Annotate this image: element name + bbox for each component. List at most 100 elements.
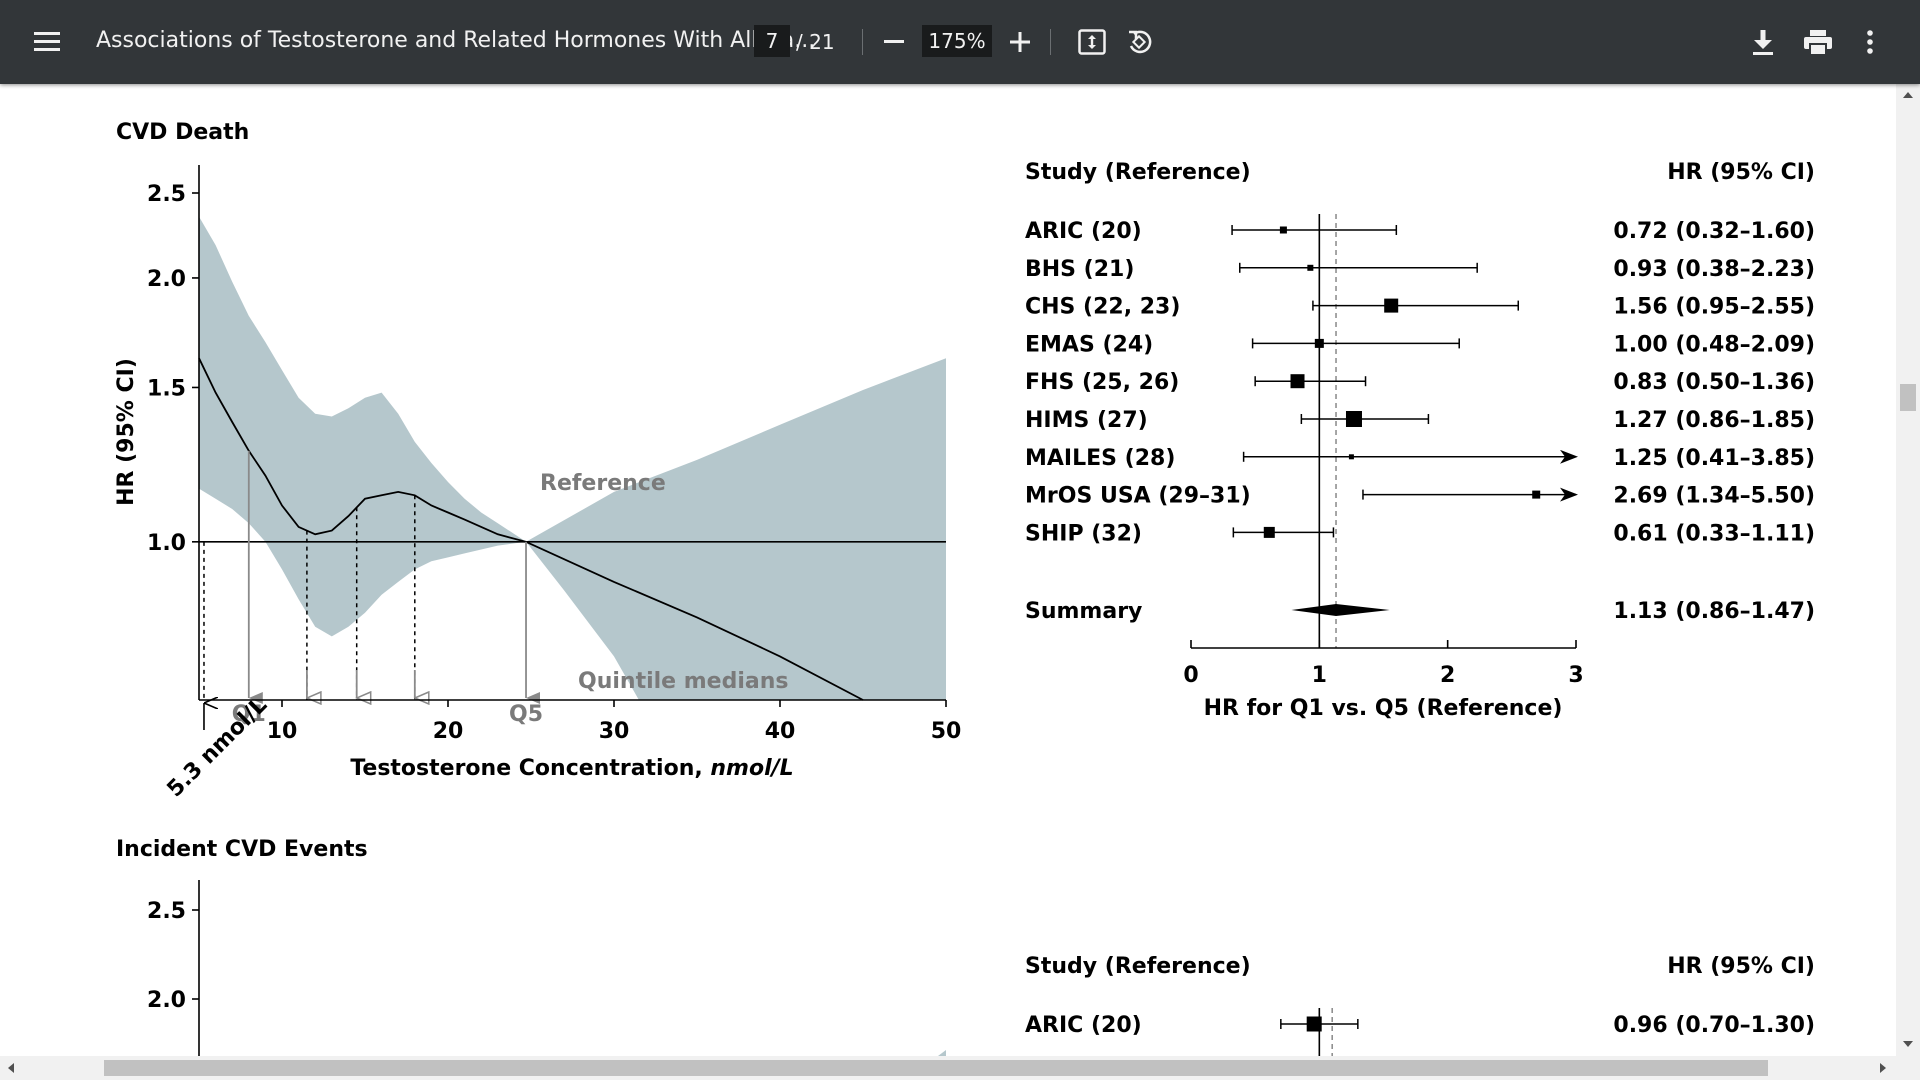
y-tick-label: 1.5 (147, 376, 186, 401)
forest-header-study: Study (Reference) (1025, 160, 1251, 185)
forest-header-hr: HR (95% CI) (1667, 954, 1815, 979)
document-title: Associations of Testosterone and Related… (96, 28, 816, 53)
zoom-level-input[interactable]: 175% (922, 25, 992, 57)
page-number-input[interactable]: 7 (754, 25, 790, 57)
y-axis-ticks: 1.0 1.5 2.0 2.5 (147, 182, 199, 556)
forest-study-hr-text: 0.93 (0.38–2.23) (1613, 257, 1815, 282)
forest-study-hr-text: 1.00 (0.48–2.09) (1613, 332, 1815, 357)
x-tick-label: 40 (765, 719, 796, 744)
forest-study-name: SHIP (32) (1025, 521, 1142, 546)
vertical-scrollbar-graphics (1900, 92, 1916, 1047)
forest-point-estimate (1290, 374, 1305, 389)
forest-summary-hr-text: 1.13 (0.86–1.47) (1613, 599, 1815, 624)
forest-study-name: ARIC (20) (1025, 1013, 1142, 1038)
x-tick-label: 30 (599, 719, 630, 744)
forest-x-tick-label: 0 (1183, 663, 1198, 688)
forest-study-hr-text: 1.25 (0.41–3.85) (1613, 446, 1815, 471)
zoom-out-icon[interactable] (884, 40, 904, 44)
reference-label: Reference (540, 471, 666, 496)
forest-point-estimate (1307, 264, 1314, 271)
y-axis-label: HR (95% CI) (114, 358, 139, 506)
threshold-label: 5.3 nmol/L (163, 693, 273, 803)
toolbar-divider (862, 29, 863, 55)
incident-cvd-forest-plot: Study (Reference) HR (95% CI) ARIC (20) 0.9… (1025, 954, 1815, 1056)
quintile-dashed-lines (203, 495, 416, 700)
forest-study-hr-text: 2.69 (1.34–5.50) (1613, 484, 1815, 509)
x-tick-label: 50 (931, 719, 962, 744)
x-axis-label: Testosterone Concentration, nmol/L (350, 756, 793, 781)
forest-study-name: HIMS (27) (1025, 408, 1148, 433)
hr-curve (198, 357, 864, 701)
quintile-median-arrows (247, 450, 541, 698)
scroll-up-arrow-icon[interactable] (1903, 92, 1913, 98)
forest-header-hr: HR (95% CI) (1667, 160, 1815, 185)
panel-title-cvd-death: CVD Death (116, 120, 249, 145)
rotate-icon[interactable] (1126, 28, 1154, 56)
pdf-toolbar: Associations of Testosterone and Related… (0, 0, 1920, 84)
incident-cvd-spline-chart: 2.0 2.5 (147, 880, 946, 1056)
horizontal-scrollbar-graphics (8, 1060, 1886, 1076)
forest-study-name: FHS (25, 26) (1025, 370, 1179, 395)
print-icon[interactable] (1804, 30, 1832, 56)
forest-point-estimate (1345, 411, 1362, 427)
fit-page-icon[interactable] (1078, 29, 1106, 55)
x-axis-ticks: 10 20 30 40 50 (267, 700, 962, 744)
forest-point-estimate (1263, 526, 1275, 538)
forest-study-name: CHS (22, 23) (1025, 295, 1180, 320)
forest-study-name: ARIC (20) (1025, 219, 1142, 244)
y-tick-label: 2.5 (147, 899, 186, 924)
y-tick-label: 1.0 (147, 531, 186, 556)
vertical-scrollbar[interactable] (1896, 84, 1920, 1056)
forest-study-hr-text: 1.27 (0.86–1.85) (1613, 408, 1815, 433)
forest-study-hr-text: 0.61 (0.33–1.11) (1613, 521, 1815, 546)
panel-title-incident-cvd: Incident CVD Events (116, 837, 368, 862)
forest-study-hr-text: 0.72 (0.32–1.60) (1613, 219, 1815, 244)
forest-study-hr-text: 1.56 (0.95–2.55) (1613, 295, 1815, 320)
forest-summary-label: Summary (1025, 599, 1142, 624)
forest-point-estimate (1314, 338, 1324, 348)
forest-x-tick-label: 2 (1440, 663, 1455, 688)
more-vert-icon[interactable] (1866, 30, 1874, 54)
forest-header-study: Study (Reference) (1025, 954, 1251, 979)
forest-study-hr-text: 0.83 (0.50–1.36) (1613, 370, 1815, 395)
x-axis-label-unit: nmol/L (710, 756, 793, 781)
forest-study-hr-text: 0.96 (0.70–1.30) (1613, 1013, 1815, 1038)
scroll-down-arrow-icon[interactable] (1903, 1041, 1913, 1047)
quintile-medians-label: Quintile medians (578, 669, 788, 694)
forest-point-estimate (1306, 1016, 1322, 1032)
forest-study-name: BHS (21) (1025, 257, 1134, 282)
forest-study-name: MrOS USA (29–31) (1025, 484, 1251, 509)
cvd-death-spline-chart: 1.0 1.5 2.0 2.5 10 20 30 40 50 HR (95% CI) Test… (114, 165, 961, 802)
forest-point-estimate (1279, 226, 1287, 234)
cvd-death-forest-plot: Study (Reference) HR (95% CI) ARIC (20) 0.7… (1025, 160, 1815, 721)
q1-label: Q1 (232, 702, 266, 727)
x-tick-label: 20 (433, 719, 464, 744)
horizontal-scroll-thumb[interactable] (104, 1060, 1768, 1076)
scroll-right-arrow-icon[interactable] (1880, 1063, 1886, 1073)
forest-summary-diamond (1291, 604, 1390, 616)
y-tick-label: 2.0 (147, 267, 186, 292)
forest-point-estimate (1532, 490, 1541, 499)
forest-point-estimate (1384, 298, 1399, 313)
forest-study-name: MAILES (28) (1025, 446, 1175, 471)
q5-label: Q5 (509, 702, 543, 727)
x-axis-label-main: Testosterone Concentration, (350, 756, 710, 781)
forest-x-axis-label: HR for Q1 vs. Q5 (Reference) (1204, 696, 1563, 721)
horizontal-scrollbar[interactable] (0, 1056, 1920, 1080)
menu-icon[interactable] (34, 31, 60, 53)
pdf-page-figure: CVD Death 1.01.52.02.5 10 20 30 40 50 HR (95… (114, 120, 1815, 1056)
page-total: / 21 (796, 30, 835, 54)
confidence-band (199, 216, 946, 700)
x-tick-label: 10 (267, 719, 298, 744)
download-icon[interactable] (1752, 30, 1774, 56)
toolbar-divider (1050, 29, 1051, 55)
vertical-scroll-thumb[interactable] (1900, 384, 1916, 411)
pdf-page-view: CVD Death 1.0 1.5 2.0 2.5 10 20 30 40 50 HR (95… (0, 84, 1896, 1056)
forest-x-tick-label: 3 (1568, 663, 1583, 688)
forest-point-estimate (1348, 454, 1354, 460)
y-tick-label: 2.0 (147, 988, 186, 1013)
scroll-left-arrow-icon[interactable] (8, 1063, 14, 1073)
zoom-in-icon[interactable] (1010, 32, 1030, 52)
forest-study-name: EMAS (24) (1025, 332, 1153, 357)
forest-x-tick-label: 1 (1312, 663, 1327, 688)
